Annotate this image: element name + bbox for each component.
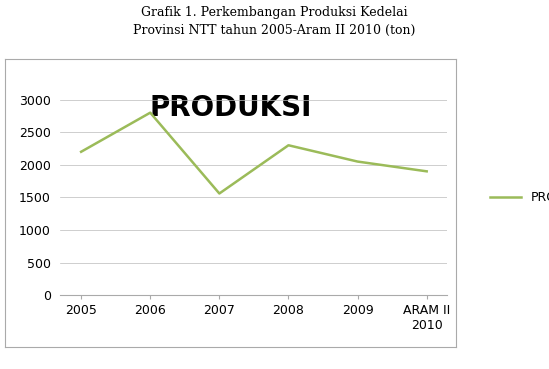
Text: Provinsi NTT tahun 2005-Aram II 2010 (ton): Provinsi NTT tahun 2005-Aram II 2010 (to…: [133, 24, 416, 37]
Legend: PRODUKSI: PRODUKSI: [485, 186, 549, 209]
Text: Grafik 1. Perkembangan Produksi Kedelai: Grafik 1. Perkembangan Produksi Kedelai: [141, 6, 408, 18]
PRODUKSI: [423, 169, 430, 173]
PRODUKSI: [78, 149, 85, 154]
PRODUKSI: [285, 143, 292, 148]
Text: PRODUKSI: PRODUKSI: [149, 94, 312, 121]
PRODUKSI: [354, 159, 361, 164]
PRODUKSI: [147, 110, 154, 115]
PRODUKSI: [216, 191, 223, 196]
Line: PRODUKSI: PRODUKSI: [81, 113, 427, 193]
